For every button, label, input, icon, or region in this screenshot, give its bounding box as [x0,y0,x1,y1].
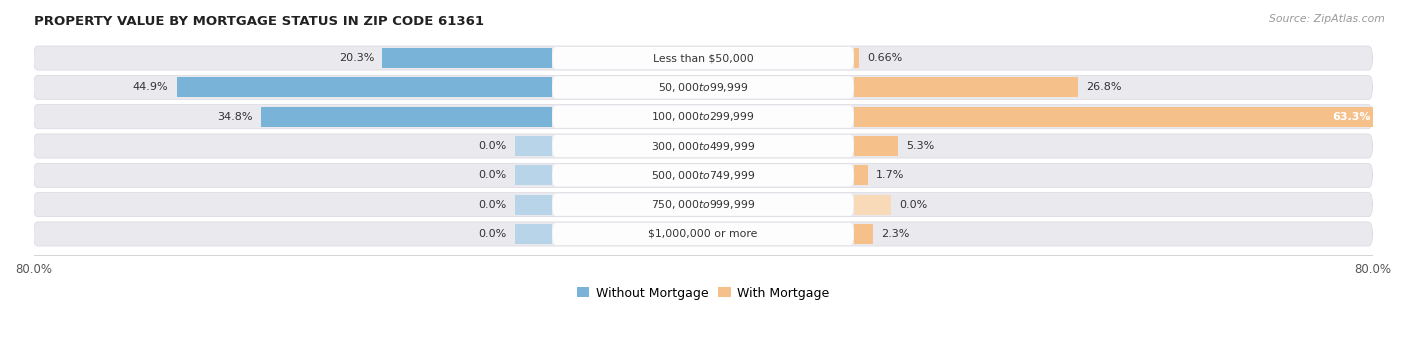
Bar [853,48,859,68]
Text: Source: ZipAtlas.com: Source: ZipAtlas.com [1270,14,1385,24]
Bar [853,107,1384,127]
Bar [853,77,1078,97]
Text: 0.0%: 0.0% [900,199,928,210]
FancyBboxPatch shape [34,75,1372,99]
Text: $100,000 to $299,999: $100,000 to $299,999 [651,110,755,123]
Text: 0.66%: 0.66% [868,53,903,63]
Bar [515,165,553,185]
Text: $300,000 to $499,999: $300,000 to $499,999 [651,139,755,152]
Bar [262,107,553,127]
Text: 0.0%: 0.0% [478,199,506,210]
Text: 5.3%: 5.3% [907,141,935,151]
Bar [515,195,553,214]
FancyBboxPatch shape [553,135,853,157]
Text: $1,000,000 or more: $1,000,000 or more [648,229,758,239]
Text: 1.7%: 1.7% [876,170,904,180]
Text: 2.3%: 2.3% [882,229,910,239]
Text: $750,000 to $999,999: $750,000 to $999,999 [651,198,755,211]
Text: PROPERTY VALUE BY MORTGAGE STATUS IN ZIP CODE 61361: PROPERTY VALUE BY MORTGAGE STATUS IN ZIP… [34,15,484,28]
FancyBboxPatch shape [553,223,853,245]
Text: 44.9%: 44.9% [132,83,169,92]
FancyBboxPatch shape [553,47,853,69]
Bar [853,165,868,185]
FancyBboxPatch shape [34,193,1372,217]
Bar [177,77,553,97]
FancyBboxPatch shape [553,76,853,99]
Legend: Without Mortgage, With Mortgage: Without Mortgage, With Mortgage [576,286,830,300]
Bar [853,195,891,214]
Bar [382,48,553,68]
Text: 20.3%: 20.3% [339,53,374,63]
FancyBboxPatch shape [34,105,1372,129]
FancyBboxPatch shape [34,163,1372,187]
Text: 0.0%: 0.0% [478,170,506,180]
FancyBboxPatch shape [553,164,853,187]
Bar [515,136,553,156]
FancyBboxPatch shape [34,222,1372,246]
FancyBboxPatch shape [34,134,1372,158]
Bar [515,224,553,244]
FancyBboxPatch shape [553,105,853,128]
Bar [853,136,898,156]
FancyBboxPatch shape [34,46,1372,70]
FancyBboxPatch shape [553,193,853,216]
Text: Less than $50,000: Less than $50,000 [652,53,754,63]
Text: 63.3%: 63.3% [1333,112,1371,122]
Text: 34.8%: 34.8% [218,112,253,122]
Text: $500,000 to $749,999: $500,000 to $749,999 [651,169,755,182]
Text: 26.8%: 26.8% [1087,83,1122,92]
Text: 0.0%: 0.0% [478,141,506,151]
Text: 0.0%: 0.0% [478,229,506,239]
Bar [853,224,873,244]
Text: $50,000 to $99,999: $50,000 to $99,999 [658,81,748,94]
